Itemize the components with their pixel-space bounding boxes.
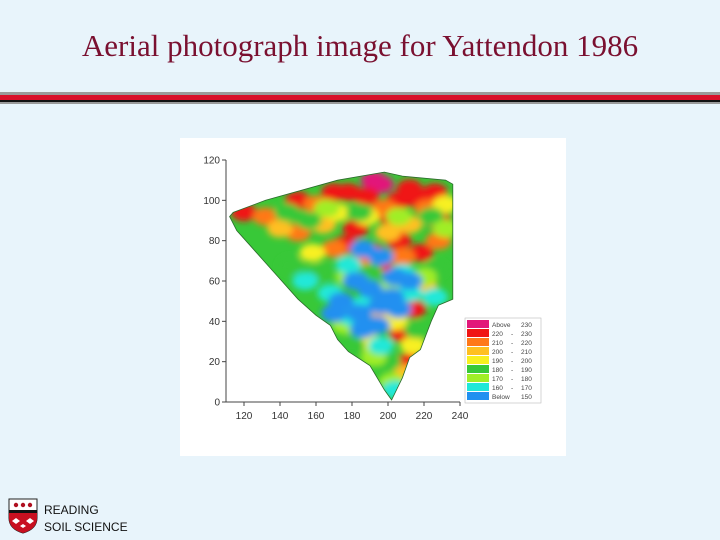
heat-cell	[346, 203, 373, 222]
legend-swatch	[467, 374, 489, 382]
title-rule-grey-bottom	[0, 102, 720, 104]
legend-label-high: 210	[521, 349, 532, 356]
legend-dash: -	[511, 376, 513, 383]
heat-cell	[382, 380, 409, 399]
heat-cell	[389, 247, 416, 266]
legend-dash: -	[511, 385, 513, 392]
legend-swatch	[467, 365, 489, 373]
y-tick-label: 20	[209, 357, 221, 368]
heat-cell	[367, 175, 394, 194]
heat-cell	[385, 300, 412, 319]
aerial-photo-figure: 0 20 40 60 80 100 120 120 140 160 180 200 220 240 Abo…	[180, 138, 566, 456]
heat-cell	[367, 247, 394, 266]
heat-cell	[295, 211, 322, 230]
heat-cell	[292, 272, 319, 290]
field-outline	[229, 171, 454, 401]
y-tick-label: 0	[214, 398, 220, 409]
footer-line-reading: READING	[44, 503, 99, 517]
field-area	[229, 172, 453, 400]
legend-label-high: 150	[521, 394, 532, 401]
legend-swatch	[467, 329, 489, 337]
heatmap-plot: 0 20 40 60 80 100 120 120 140 160 180 200 220 240 Abo…	[203, 156, 542, 423]
heat-cell	[353, 187, 380, 206]
legend-label-high: 220	[521, 340, 532, 347]
heat-cell	[321, 304, 347, 323]
legend-label-low: 200	[492, 349, 503, 356]
legend-label-high: 190	[521, 367, 532, 374]
reading-crest-logo	[8, 498, 38, 534]
legend-label-high: 200	[521, 358, 532, 365]
y-tick-label: 120	[203, 156, 220, 167]
axes: 0 20 40 60 80 100 120 120 140 160 180 200 220 240	[203, 156, 468, 423]
y-tick-label: 100	[203, 196, 220, 207]
legend-label-low: Above	[492, 322, 511, 329]
y-tick-label: 60	[209, 277, 221, 288]
heat-cell	[313, 199, 340, 218]
legend-label-high: 180	[521, 376, 532, 383]
legend-swatch	[467, 383, 489, 391]
legend-swatch	[467, 338, 489, 346]
heat-cell	[335, 255, 362, 274]
legend-label-low: 180	[492, 367, 503, 374]
x-tick-label: 200	[380, 411, 397, 422]
heat-cell	[357, 280, 383, 299]
title-rule-grey-top	[0, 92, 720, 95]
heat-cell	[321, 239, 347, 258]
legend-label-low: 170	[492, 376, 503, 383]
footer-line-soil-science: SOIL SCIENCE	[44, 520, 128, 534]
title-rule-red	[0, 95, 720, 100]
x-tick-label: 180	[344, 411, 361, 422]
legend-label-low: 190	[492, 358, 503, 365]
heat-cell	[252, 207, 279, 226]
heat-cell	[274, 203, 301, 222]
legend-label-low: 160	[492, 385, 503, 392]
x-tick-label: 240	[452, 411, 469, 422]
legend-swatch	[467, 392, 489, 400]
x-tick-label: 120	[236, 411, 253, 422]
value-blobs	[231, 172, 453, 399]
heat-cell	[349, 320, 376, 339]
legend-label-high: 230	[521, 322, 532, 329]
title-rule-black	[0, 100, 720, 102]
legend-dash: -	[511, 349, 513, 356]
legend-label-low: Below	[492, 394, 510, 401]
legend-dash: -	[511, 340, 513, 347]
legend-dash: -	[511, 358, 513, 365]
heat-cell	[375, 223, 401, 242]
legend-label-high: 230	[521, 331, 532, 338]
legend-label-low: 210	[492, 340, 503, 347]
heat-cell	[299, 243, 326, 262]
y-tick-label: 40	[209, 317, 221, 328]
legend-swatch	[467, 356, 489, 364]
heat-cell	[421, 288, 448, 307]
legend-dash: -	[511, 331, 513, 338]
footer-logo-text: READING SOIL SCIENCE	[44, 502, 128, 536]
heat-cell	[346, 304, 373, 323]
x-tick-label: 160	[308, 411, 325, 422]
x-tick-label: 220	[416, 411, 433, 422]
heat-cell	[385, 207, 412, 226]
heat-cell	[367, 336, 394, 355]
y-tick-label: 80	[209, 236, 221, 247]
legend-label-low: 220	[492, 331, 503, 338]
heat-cell	[432, 195, 453, 214]
heat-cell	[403, 320, 430, 339]
heat-cell	[267, 219, 293, 238]
legend-label-high: 170	[521, 385, 532, 392]
slide-title: Aerial photograph image for Yattendon 19…	[81, 28, 639, 63]
x-tick-label: 140	[272, 411, 289, 422]
heat-cell	[418, 207, 445, 226]
heat-cell	[432, 219, 453, 238]
legend-dash: -	[511, 367, 513, 374]
legend-swatch	[467, 347, 489, 355]
colour-scale-legend: Above 230 220 - 230 210 - 220 200 - 210 190 - 200 180 -…	[464, 317, 542, 404]
heat-cell	[277, 255, 304, 274]
heat-cell	[396, 272, 423, 290]
legend-swatch	[467, 320, 489, 328]
